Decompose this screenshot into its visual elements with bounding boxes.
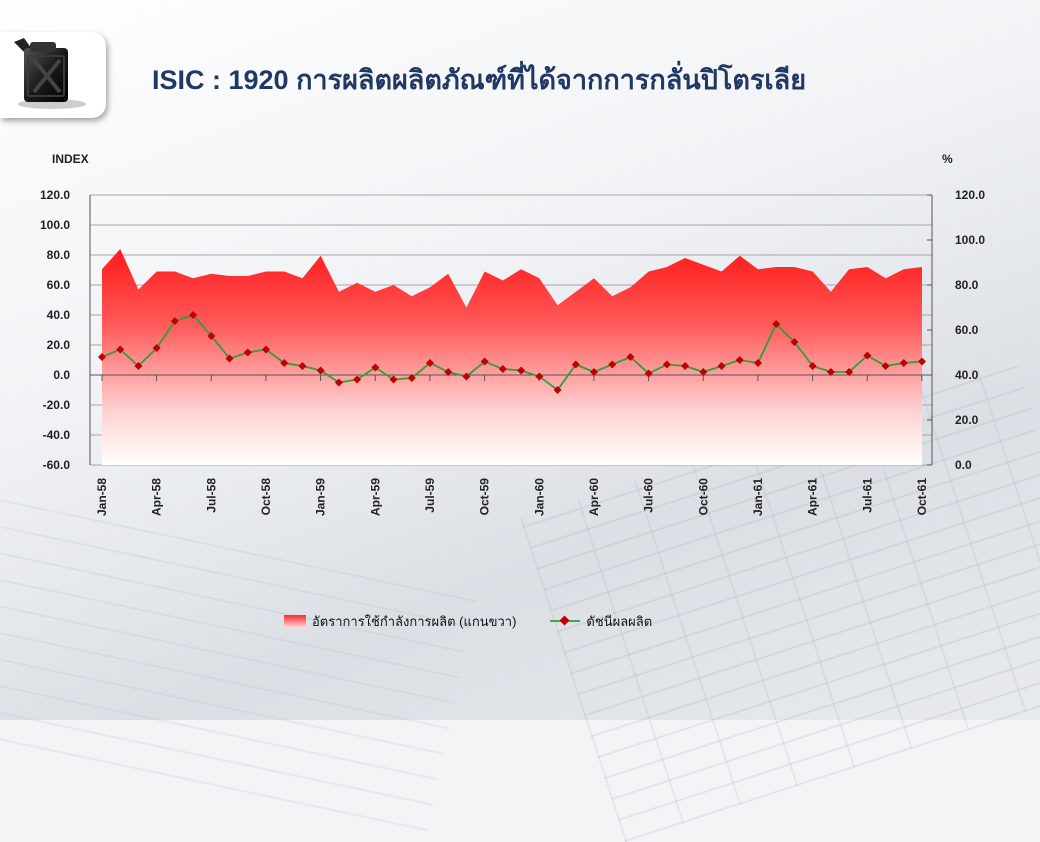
data-point-marker [626,353,635,361]
data-point-marker [225,354,234,363]
data-point-marker [407,374,416,382]
x-tick-label: Oct-58 [259,478,273,516]
data-point-marker [571,360,580,369]
data-point-marker [280,359,289,367]
page-title: ISIC : 1920 การผลิตผลิตภัณฑ์ที่ได้จากการ… [152,65,807,95]
data-point-marker [826,368,835,376]
data-point-marker [334,378,343,387]
data-point-marker [735,356,744,364]
left-tick-label: 20.0 [47,338,71,352]
right-tick-label: 20.0 [955,413,979,427]
data-point-marker [717,362,726,370]
data-point-marker [608,360,617,369]
legend-area-swatch [284,615,306,627]
data-point-marker [189,311,198,319]
data-point-marker [480,357,489,366]
left-tick-label: 120.0 [40,188,70,202]
data-point-marker [462,372,471,381]
left-tick-label: 60.0 [47,278,71,292]
data-point-marker [845,368,854,376]
data-point-marker [517,366,526,375]
x-tick-label: Apr-61 [806,478,820,516]
data-point-marker [754,359,762,367]
data-point-marker [152,344,161,352]
right-tick-label: 60.0 [955,323,979,337]
data-point-marker [644,369,653,378]
data-point-marker [116,345,125,354]
left-tick-label: 100.0 [40,218,70,232]
data-point-marker [553,386,562,394]
x-tick-label: Jan-61 [751,478,765,516]
data-point-marker [863,351,872,360]
x-tick-label: Oct-59 [478,478,492,516]
data-point-marker [590,368,598,376]
x-tick-label: Jul-60 [642,478,656,513]
right-tick-label: 0.0 [955,458,972,472]
data-point-marker [498,365,507,373]
chart-svg: 120.0 100.0 80.0 60.0 40.0 20.0 0.0 -20.0 -40.0 -… [40,188,985,516]
data-point-marker [389,375,398,384]
x-tick-label: Apr-58 [150,478,164,516]
x-tick-label: Jan-60 [532,478,546,516]
production-index-markers [98,311,926,394]
legend-line-label: ดัชนีผลผลิต [586,613,653,629]
capacity-area-series [102,249,922,465]
data-point-marker [772,320,781,328]
data-point-marker [881,362,890,370]
data-point-marker [316,366,325,375]
left-tick-label: -20.0 [43,398,71,412]
right-axis-label: % [942,152,953,166]
data-point-marker [98,353,106,361]
data-point-marker [243,348,252,357]
data-point-marker [426,359,434,367]
right-tick-label: 120.0 [955,188,985,202]
data-point-marker [790,338,799,346]
left-tick-label: 40.0 [47,308,71,322]
data-point-marker [134,362,143,370]
data-point-marker [662,360,671,369]
data-point-marker [262,345,270,354]
data-point-marker [170,317,179,325]
left-tick-label: 80.0 [47,248,71,262]
chart-axes [89,194,933,466]
data-point-marker [371,363,380,372]
x-tick-label: Oct-60 [696,478,710,516]
data-point-marker [681,362,690,370]
data-point-marker [207,332,216,340]
right-tick-label: 40.0 [955,368,979,382]
legend-line-swatch [550,615,581,626]
chart-legend: อัตราการใช้กำลังการผลิต (แกนขวา) ดัชนีผล… [284,610,652,632]
data-point-marker [444,368,453,376]
tick-labels: 120.0 100.0 80.0 60.0 40.0 20.0 0.0 -20.0 -40.0 -… [40,188,985,516]
fuel-jerrycan-icon [14,38,86,109]
left-tick-label: 0.0 [53,368,70,382]
x-tick-label: Apr-60 [587,478,601,516]
data-point-marker [899,359,908,367]
x-tick-label: Jan-58 [95,478,109,516]
data-point-marker [699,368,708,376]
x-tick-label: Apr-59 [368,478,382,516]
x-tick-label: Jul-58 [204,478,218,513]
production-index-line [101,313,923,392]
legend-area-label: อัตราการใช้กำลังการผลิต (แกนขวา) [312,613,517,629]
logo-card [0,32,106,118]
x-tick-label: Jan-59 [314,478,328,516]
data-point-marker [298,362,307,370]
left-axis-label: INDEX [52,152,89,166]
x-tick-label: Oct-61 [915,478,929,516]
left-tick-label: -40.0 [43,428,71,442]
data-point-marker [535,372,544,381]
right-tick-label: 100.0 [955,233,985,247]
x-tick-label: Jul-59 [423,478,437,513]
left-tick-label: -60.0 [43,458,71,472]
data-point-marker [353,375,362,384]
data-point-marker [808,362,817,370]
data-point-marker [918,357,926,366]
x-tick-label: Jul-61 [860,478,874,513]
right-tick-label: 80.0 [955,278,979,292]
